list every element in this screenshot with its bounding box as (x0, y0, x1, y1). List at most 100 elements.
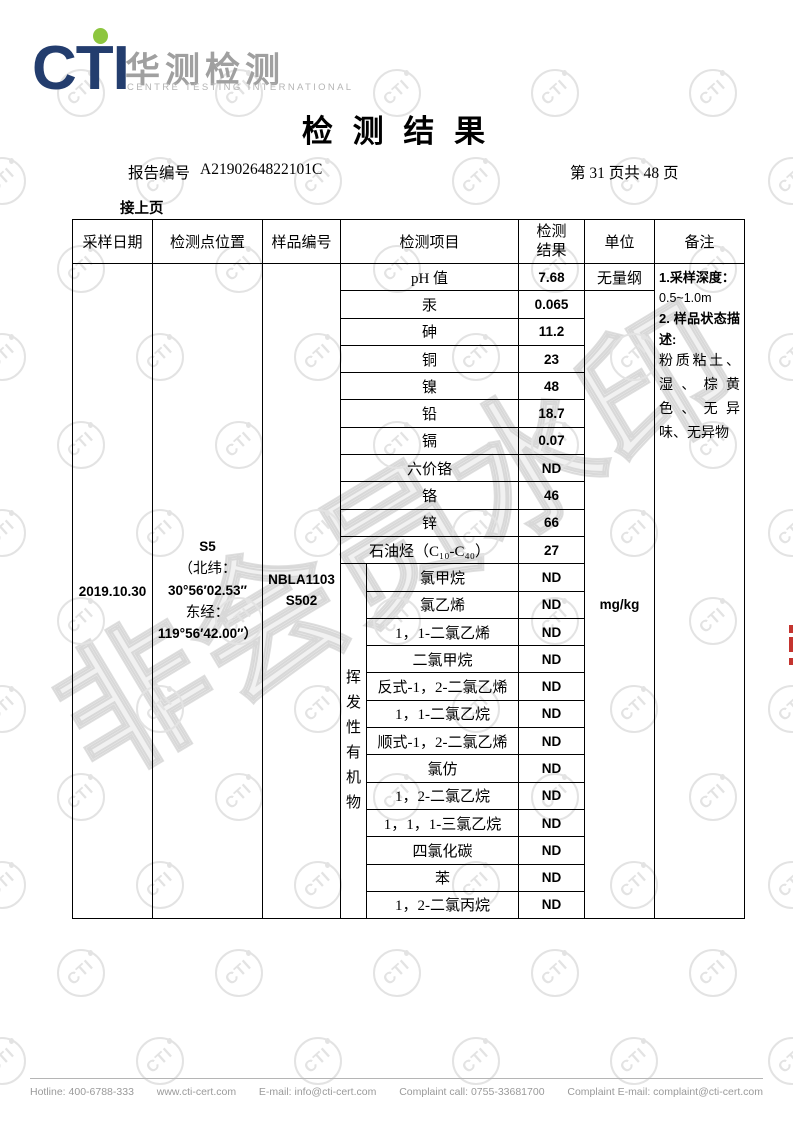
result-cell: 11.2 (518, 317, 586, 346)
table-row: 1，2-二氯乙烷 ND (73, 781, 745, 810)
col-header-item: 检测项目 (339, 219, 520, 264)
cti-stamp-dot-icon (9, 334, 14, 340)
result-cell: ND (518, 672, 586, 701)
result-cell: ND (518, 890, 586, 920)
table-row: 1，2-二氯丙烷 ND (73, 890, 745, 920)
cti-stamp-watermark-icon: CTI (452, 1037, 500, 1085)
table-row: 氯乙烯 ND (73, 590, 745, 619)
cti-stamp-watermark-icon: CTI (373, 949, 421, 997)
unit-cell: 无量纲 (584, 262, 656, 292)
footer-website: www.cti-cert.com (156, 1086, 237, 1098)
table-row: 二氯甲烷 ND (73, 645, 745, 674)
col-header-result: 检测结果 (518, 219, 586, 264)
location-cell: S5 （北纬： 30°56′02.53″ 东经： 119°56′42.00″） (152, 262, 263, 920)
item-cell: 1，1，1-三氯乙烷 (365, 808, 520, 838)
table-row: 2019.10.30 S5 （北纬： 30°56′02.53″ 东经： 119°… (72, 262, 746, 920)
table-row: 顺式-1，2-二氯乙烯 ND (73, 727, 745, 756)
result-cell: ND (518, 699, 586, 729)
table-row: 铅 18.7 (73, 399, 745, 428)
cti-stamp-dot-icon (720, 70, 725, 76)
cti-stamp-dot-icon (9, 686, 14, 692)
item-cell: 二氯甲烷 (365, 645, 520, 674)
sample-no-line: S502 (285, 593, 318, 609)
result-cell: ND (518, 836, 586, 865)
cti-stamp-watermark-icon: CTI (610, 157, 658, 205)
sample-no-cell: NBLA1103 S502 (262, 262, 341, 920)
item-cell: 四氯化碳 (365, 836, 520, 865)
footer-divider (30, 1078, 763, 1079)
table-row: 砷 11.2 (73, 317, 745, 346)
company-name-chinese: 华测检测 (125, 51, 286, 90)
result-cell: 48 (518, 372, 586, 401)
item-cell: 六价铬 (339, 454, 520, 483)
item-cell: 氯乙烯 (365, 590, 520, 619)
cti-logo-text: CTI (32, 34, 130, 103)
cti-stamp-dot-icon (88, 950, 93, 956)
col-header-sample-no: 样品编号 (262, 219, 341, 264)
cti-stamp-dot-icon (9, 510, 14, 516)
item-cell: 苯 (365, 863, 520, 892)
item-cell: pH 值 (339, 262, 520, 292)
result-cell: 23 (518, 344, 586, 374)
cti-stamp-watermark-icon: CTI (373, 69, 421, 117)
table-row: 铜 23 (73, 344, 745, 374)
cti-stamp-watermark-icon: CTI (57, 69, 105, 117)
footer-contact-bar: Hotline: 400-6788-333 www.cti-cert.com E… (30, 1086, 763, 1098)
clipped-red-seal-mark (789, 625, 793, 633)
cti-stamp-dot-icon (325, 158, 330, 164)
result-cell: 46 (518, 481, 586, 510)
table-row: 四氯化碳 ND (73, 836, 745, 865)
voc-group-label-cell: 挥发性有机物 (340, 563, 367, 920)
unit-cell: mg/kg (584, 290, 656, 920)
cti-stamp-dot-icon (404, 70, 409, 76)
table-row: 六价铬 ND (73, 454, 745, 483)
table-row: 镉 0.07 (73, 426, 745, 456)
cti-stamp-dot-icon (88, 70, 93, 76)
sample-no-line: NBLA1103 (268, 572, 335, 588)
cti-stamp-watermark-icon: CTI (136, 157, 184, 205)
table-row: 铬 46 (73, 481, 745, 510)
item-cell: 1，2-二氯丙烷 (365, 890, 520, 920)
remark-title-1: 1.采样深度： (659, 270, 735, 285)
result-cell: ND (518, 808, 586, 838)
continued-from-previous-label: 接上页 (120, 201, 164, 217)
location-line: 119°56′42.00″） (157, 625, 258, 641)
footer-complaint-email: Complaint E-mail: complaint@cti-cert.com (567, 1086, 763, 1098)
cti-stamp-dot-icon (641, 158, 646, 164)
cti-stamp-dot-icon (483, 1038, 488, 1044)
remark-body-1: 0.5~1.0m (659, 291, 712, 305)
item-cell: 氯仿 (365, 754, 520, 783)
cti-stamp-watermark-icon: CTI (689, 949, 737, 997)
table-row: 汞 0.065 mg/kg (73, 290, 745, 920)
table-row: 反式-1，2-二氯乙烯 ND (73, 672, 745, 701)
item-cell: 砷 (339, 317, 520, 346)
result-cell: ND (518, 454, 586, 483)
col-header-unit: 单位 (584, 219, 656, 264)
col-header-sample-date: 采样日期 (72, 219, 153, 264)
item-cell: 1，1-二氯乙烷 (365, 699, 520, 729)
cti-stamp-watermark-icon: CTI (294, 1037, 342, 1085)
item-cell: 铅 (339, 399, 520, 428)
result-cell: ND (518, 863, 586, 892)
item-cell: 氯甲烷 (365, 563, 520, 592)
cti-stamp-dot-icon (246, 70, 251, 76)
table-row: 苯 ND (73, 863, 745, 892)
cti-stamp-watermark-icon: CTI (531, 69, 579, 117)
clipped-red-seal-mark (789, 637, 793, 652)
report-number-value: A2190264822101C (200, 161, 323, 178)
col-header-remark: 备注 (654, 219, 746, 264)
cti-stamp-dot-icon (483, 158, 488, 164)
item-cell: 锌 (339, 508, 520, 537)
item-cell: 1，2-二氯乙烷 (365, 781, 520, 810)
cti-stamp-dot-icon (325, 1038, 330, 1044)
cti-stamp-watermark-icon: CTI (531, 949, 579, 997)
result-cell: 27 (518, 535, 586, 565)
cti-stamp-dot-icon (9, 1038, 14, 1044)
result-cell: ND (518, 590, 586, 619)
item-cell: 汞 (339, 290, 520, 319)
clipped-red-seal-mark (789, 658, 793, 665)
footer-hotline: Hotline: 400-6788-333 (30, 1086, 134, 1098)
table-header-row: 采样日期 检测点位置 样品编号 检测项目 检测结果 单位 备注 (72, 219, 746, 264)
col-header-location: 检测点位置 (152, 219, 263, 264)
